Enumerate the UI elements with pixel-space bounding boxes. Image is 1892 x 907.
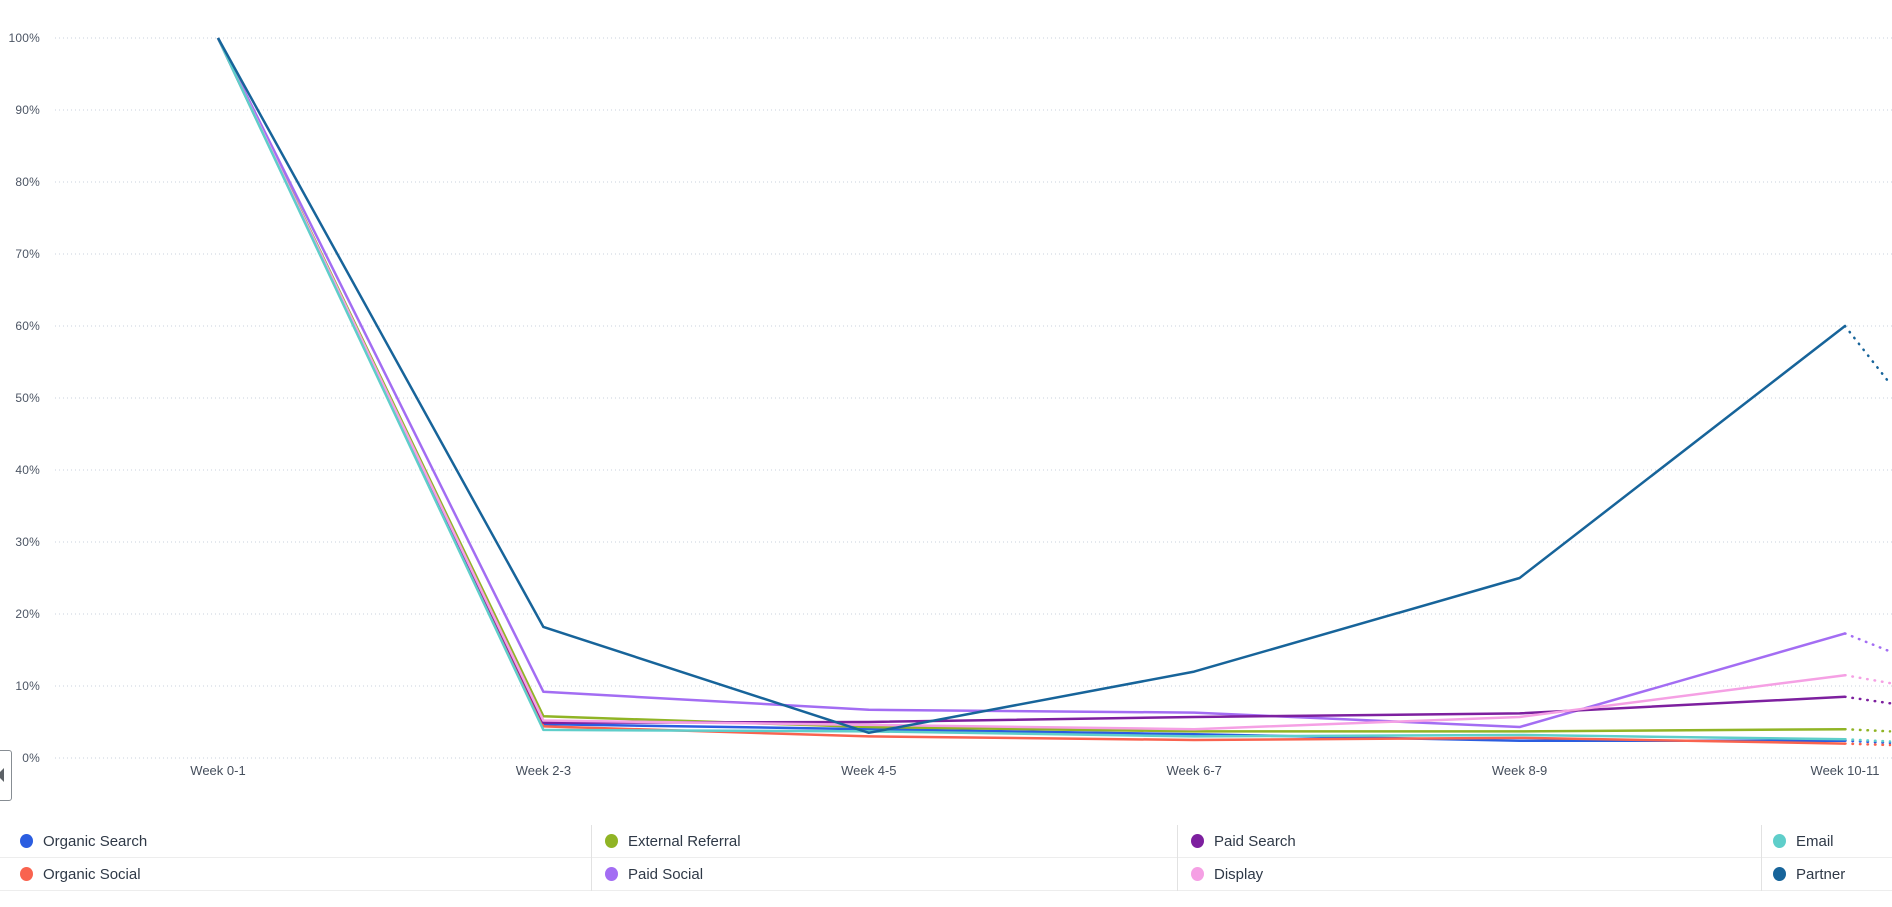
collapse-panel-button[interactable] [0, 750, 12, 801]
legend-column: Paid Search Display [1177, 825, 1761, 891]
line-email[interactable] [216, 37, 1846, 741]
legend-item-organic-social[interactable]: Organic Social [0, 858, 591, 891]
legend-label: Display [1214, 865, 1264, 883]
projection-paid-social [1843, 632, 1892, 653]
y-axis-tick-label: 0% [22, 751, 40, 765]
left-caret-icon [0, 768, 4, 782]
legend-label: Email [1796, 832, 1834, 850]
legend-item-organic-search[interactable]: Organic Search [0, 825, 591, 858]
projection-email [1843, 738, 1892, 743]
y-axis-tick-label: 20% [15, 607, 40, 621]
legend-dot-display [1191, 867, 1204, 881]
legend-label: Paid Social [628, 865, 704, 883]
legend-label: Organic Social [43, 865, 141, 883]
line-external-referral[interactable] [216, 37, 1846, 733]
projection-external-referral [1843, 727, 1892, 733]
legend-item-partner[interactable]: Partner [1762, 858, 1892, 891]
legend-label: External Referral [628, 832, 741, 850]
y-axis-tick-label: 30% [15, 535, 40, 549]
y-axis-tick-label: 70% [15, 247, 40, 261]
legend-dot-organic-search [20, 834, 33, 848]
x-axis-tick-label: Week 4-5 [841, 763, 897, 778]
x-axis-tick-label: Week 6-7 [1166, 763, 1222, 778]
line-display[interactable] [216, 37, 1846, 731]
legend-column: Organic Search Organic Social [0, 825, 591, 891]
x-axis-tick-label: Week 10-11 [1810, 763, 1880, 778]
line-organic-social[interactable] [216, 37, 1846, 745]
line-paid-search[interactable] [216, 37, 1846, 724]
line-paid-social[interactable] [216, 37, 1846, 729]
legend-item-display[interactable]: Display [1178, 858, 1761, 891]
projection-organic-search [1843, 739, 1892, 745]
chart-plot-area [55, 37, 1892, 759]
legend-dot-email [1773, 834, 1786, 848]
y-axis-tick-label: 90% [15, 103, 40, 117]
legend-column: Email Partner [1761, 825, 1892, 891]
x-axis-tick-label: Week 0-1 [190, 763, 246, 778]
legend-label: Organic Search [43, 832, 148, 850]
line-organic-search[interactable] [216, 37, 1845, 742]
legend-column: External Referral Paid Social [591, 825, 1177, 891]
y-axis-tick-label: 50% [15, 391, 40, 405]
x-axis-tick-label: Week 2-3 [515, 763, 572, 778]
line-partner[interactable] [216, 37, 1846, 735]
projection-display [1843, 673, 1892, 685]
chart-legend: Organic Search Organic Social External Ref… [0, 825, 1892, 892]
legend-dot-paid-social [605, 867, 618, 881]
x-axis-tick-label: Week 8-9 [1491, 763, 1548, 778]
legend-dot-organic-social [20, 867, 33, 881]
projection-paid-search [1843, 695, 1892, 705]
legend-dot-partner [1773, 867, 1786, 881]
legend-label: Paid Search [1214, 832, 1296, 850]
y-axis-tick-label: 80% [15, 175, 40, 189]
legend-item-external-referral[interactable]: External Referral [592, 825, 1177, 858]
legend-label: Partner [1796, 865, 1846, 883]
y-axis-tick-label: 40% [15, 463, 40, 477]
legend-item-email[interactable]: Email [1762, 825, 1892, 858]
y-axis-tick-label: 10% [15, 679, 40, 693]
y-axis-tick-label: 100% [8, 31, 40, 45]
legend-dot-paid-search [1191, 834, 1204, 848]
y-axis-tick-label: 60% [15, 319, 40, 333]
projection-organic-social [1843, 742, 1892, 747]
projection-partner [1843, 324, 1892, 385]
legend-item-paid-social[interactable]: Paid Social [592, 858, 1177, 891]
legend-item-paid-search[interactable]: Paid Search [1178, 825, 1761, 858]
legend-dot-external-referral [605, 834, 618, 848]
